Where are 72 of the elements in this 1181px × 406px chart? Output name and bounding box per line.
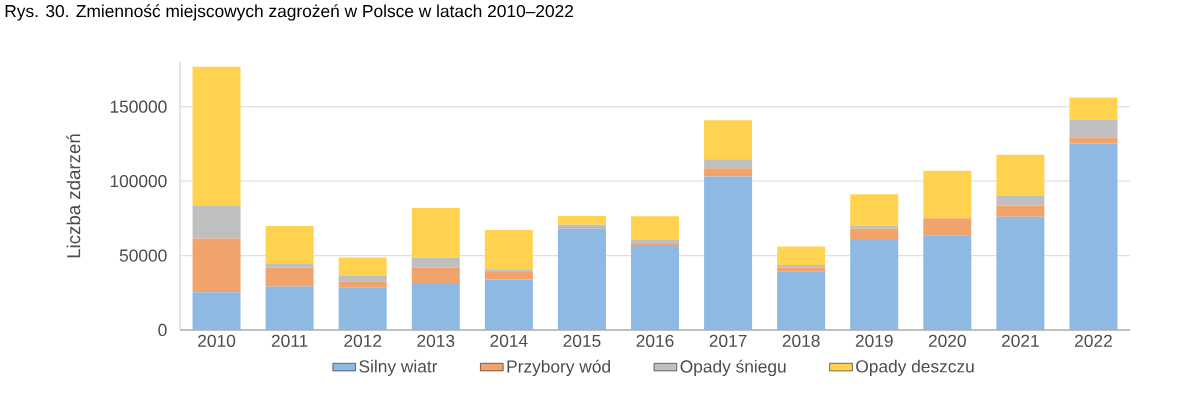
- x-tick-label: 2016: [636, 334, 674, 347]
- bar: [704, 120, 753, 160]
- bar: [192, 292, 241, 330]
- bar: [557, 228, 606, 330]
- bar: [1069, 143, 1118, 330]
- bar: [484, 279, 533, 330]
- bar: [704, 159, 753, 169]
- bar: [850, 194, 899, 226]
- bar: [557, 215, 606, 225]
- y-tick-label: 0: [158, 323, 167, 337]
- bar: [850, 225, 899, 229]
- bar: [411, 267, 460, 284]
- bar: [411, 208, 460, 258]
- bar: [631, 239, 679, 244]
- bar: [777, 246, 826, 266]
- x-tick-label: 2011: [271, 334, 308, 347]
- bar: [192, 205, 241, 239]
- x-tick-label: 2021: [1001, 334, 1039, 347]
- legend-label: Opady śniegu: [680, 359, 786, 377]
- bar: [265, 225, 314, 264]
- bar: [996, 154, 1045, 196]
- y-axis-title: Liczba zdarzeń: [66, 134, 81, 258]
- x-tick-label: 2010: [198, 334, 236, 347]
- bar: [1069, 119, 1118, 138]
- chart-title: Rys. 30. Zmienność miejscowych zagrożeń w Polsce w latach 2010–2022: [5, 4, 573, 21]
- y-tick-label: 50000: [119, 249, 167, 262]
- x-tick-label: 2015: [563, 334, 601, 347]
- bar: [484, 269, 533, 273]
- y-tick-label: 150000: [110, 100, 167, 113]
- y-tick-label: 100000: [110, 174, 167, 188]
- bar: [1069, 137, 1118, 144]
- bar: [338, 275, 387, 282]
- bar: [996, 216, 1045, 330]
- bar: [777, 265, 826, 268]
- bar: [1069, 97, 1118, 120]
- bar: [923, 218, 972, 236]
- legend-label: Przybory wód: [507, 359, 610, 377]
- bar: [923, 235, 972, 330]
- x-tick-label: 2013: [417, 334, 455, 347]
- bar: [484, 230, 533, 270]
- legend-label: Opady deszczu: [856, 359, 974, 376]
- bar: [923, 170, 972, 219]
- bar: [338, 281, 387, 288]
- bar: [777, 267, 826, 272]
- bar: [265, 286, 314, 330]
- bar: [192, 66, 241, 206]
- bar: [631, 216, 679, 240]
- bar: [704, 176, 753, 330]
- bar: [631, 243, 679, 247]
- bar: [850, 240, 899, 330]
- x-tick-label: 2020: [928, 334, 966, 347]
- bar: [265, 267, 314, 287]
- x-tick-label: 2012: [344, 334, 382, 347]
- bar: [411, 257, 460, 268]
- x-tick-label: 2014: [490, 334, 528, 347]
- bar: [411, 283, 460, 330]
- bar: [265, 263, 314, 268]
- bar: [777, 271, 826, 330]
- x-tick-label: 2017: [709, 334, 747, 347]
- bar: [996, 205, 1045, 217]
- bar: [192, 238, 241, 293]
- bar: [338, 287, 387, 330]
- x-tick-label: 2019: [855, 334, 893, 347]
- bar: [850, 228, 899, 241]
- bar: [484, 272, 533, 280]
- x-tick-label: 2018: [782, 334, 820, 347]
- legend-label: Silny wiatr: [359, 359, 438, 376]
- bar: [338, 257, 387, 276]
- bar: [996, 195, 1045, 206]
- bar: [631, 246, 679, 330]
- x-tick-label: 2022: [1075, 334, 1112, 347]
- bar: [704, 168, 753, 177]
